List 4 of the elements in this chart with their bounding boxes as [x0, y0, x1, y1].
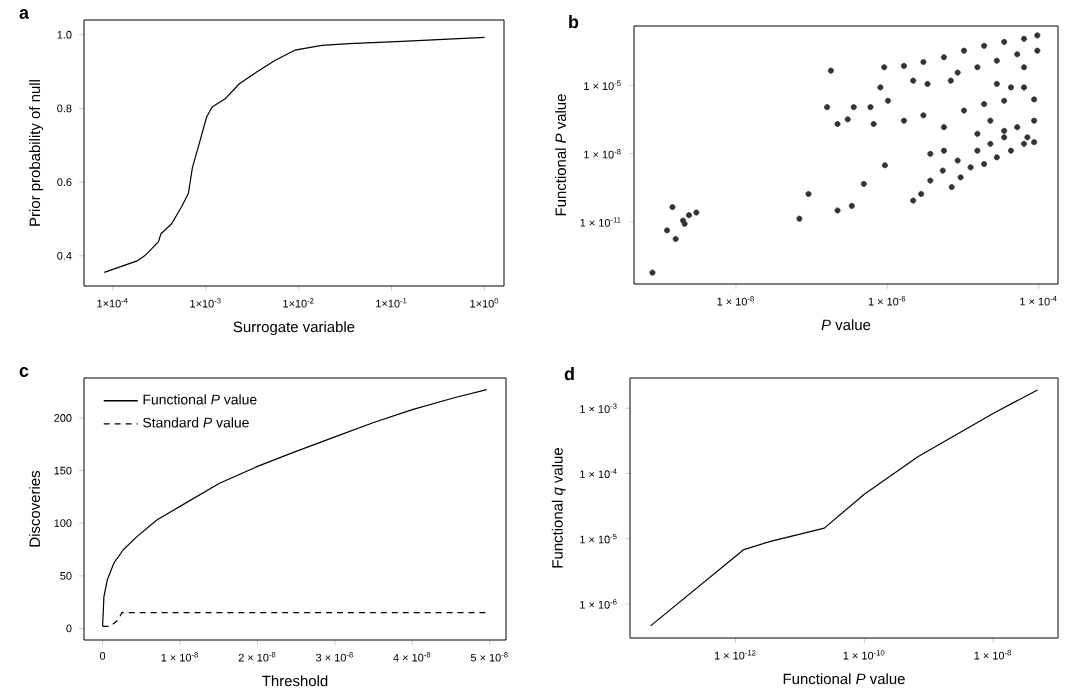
chart-title: b	[569, 15, 579, 29]
chart-title: d	[564, 367, 574, 381]
chart-title: a	[19, 9, 30, 19]
chart-title: c	[19, 367, 29, 377]
